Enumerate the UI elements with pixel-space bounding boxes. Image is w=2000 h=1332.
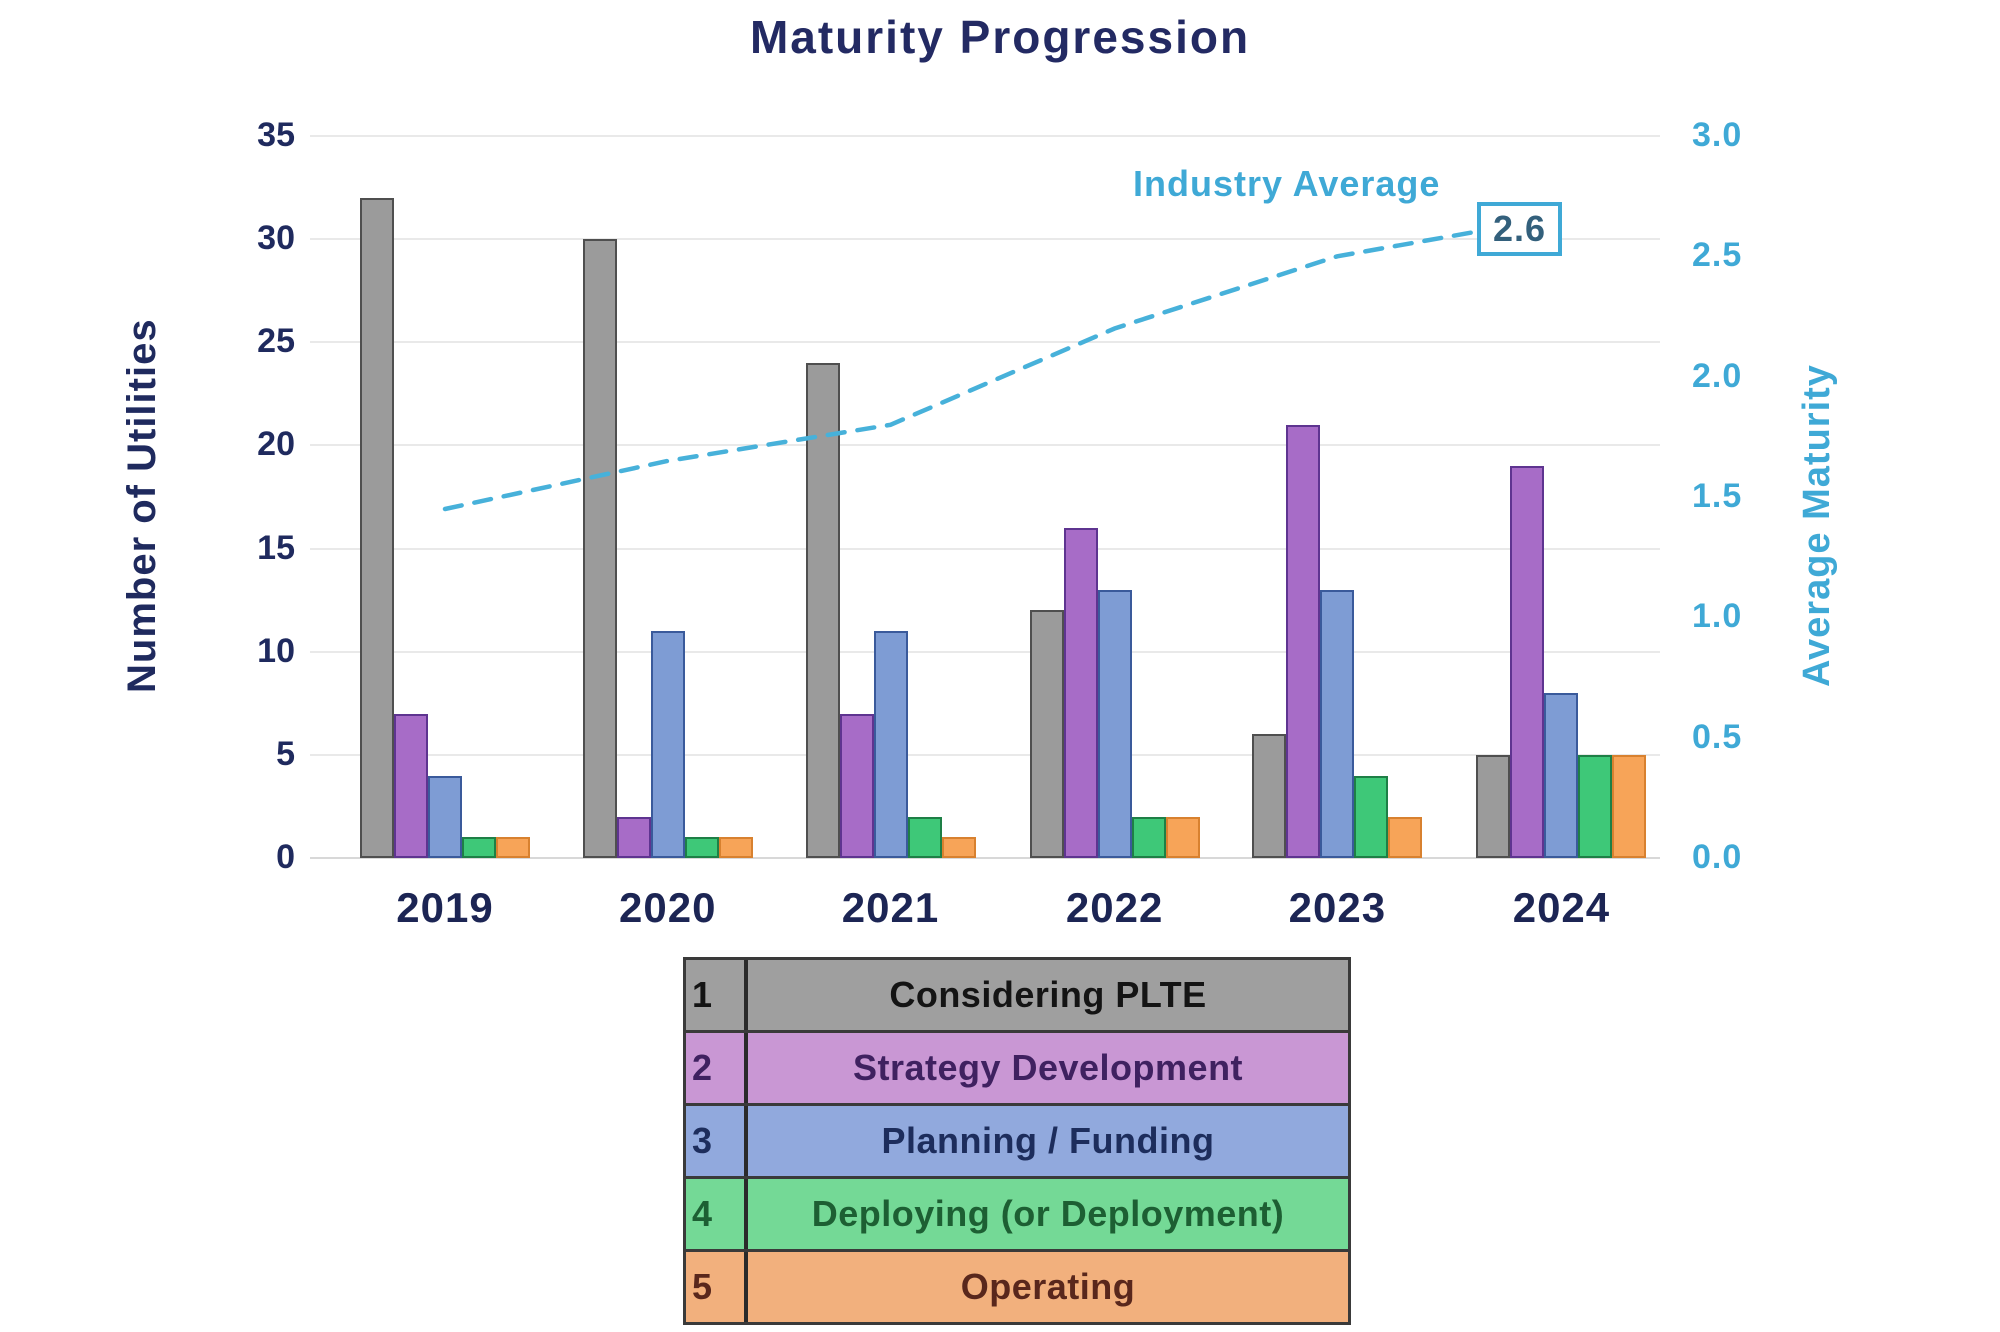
chart-title: Maturity Progression — [749, 11, 1251, 63]
bar-2024-deploying-or-deployment- — [1578, 754, 1613, 858]
left-axis-tick-30: 30 — [257, 219, 295, 258]
gridline-0 — [310, 857, 1660, 859]
bar-2021-considering-plte — [805, 362, 840, 858]
x-axis-tick-2019: 2019 — [396, 884, 494, 931]
bar-2024-considering-plte — [1476, 754, 1511, 858]
x-axis-tick-2022: 2022 — [1065, 884, 1164, 931]
bar-2019-deploying-or-deployment- — [462, 837, 496, 858]
bar-2023-operating — [1388, 816, 1423, 858]
bar-2023-deploying-or-deployment- — [1354, 775, 1389, 858]
left-axis-tick-35: 35 — [257, 116, 295, 154]
bar-2020-planning-funding — [650, 631, 685, 858]
bar-2022-deploying-or-deployment- — [1131, 816, 1166, 858]
bar-2023-strategy-development — [1286, 424, 1321, 858]
bar-2024-planning-funding — [1544, 692, 1579, 858]
right-axis-tick-2.5: 2.5 — [1692, 236, 1743, 275]
legend-row-1-label: Considering PLTE — [889, 974, 1207, 1015]
bar-2019-considering-plte — [360, 197, 394, 858]
bar-group-2019 — [360, 197, 530, 858]
bar-2020-strategy-development — [616, 816, 651, 858]
right-axis-tick-1.5: 1.5 — [1692, 477, 1743, 515]
x-axis-tick-2021: 2021 — [841, 884, 940, 931]
bar-2020-deploying-or-deployment- — [684, 837, 719, 858]
industry-average-label: Industry Average — [1133, 163, 1441, 204]
bar-2022-planning-funding — [1097, 589, 1132, 858]
bar-2021-planning-funding — [873, 631, 908, 858]
legend-row-5-number: 5 — [686, 1252, 748, 1322]
bar-group-2022 — [1029, 527, 1200, 858]
x-axis-tick-2020: 2020 — [619, 884, 717, 931]
left-axis-title: Number of Utilities — [120, 318, 164, 694]
bar-2022-operating — [1165, 816, 1200, 858]
bar-2021-strategy-development — [839, 713, 874, 858]
bar-2021-deploying-or-deployment- — [907, 816, 942, 858]
bar-group-2020 — [582, 239, 753, 858]
legend-table: 1 Considering PLTE 2 Strategy Development 3 P… — [683, 957, 1351, 1325]
legend-row-2-label: Strategy Development — [852, 1047, 1244, 1088]
legend-row-5: 5 Operating — [686, 1252, 1348, 1322]
right-axis-tick-0.5: 0.5 — [1692, 717, 1743, 756]
bar-2021-operating — [941, 837, 976, 858]
right-axis-tick-0.0: 0.0 — [1692, 838, 1743, 876]
left-axis-tick-0: 0 — [276, 838, 295, 876]
bar-2023-planning-funding — [1320, 589, 1355, 858]
gridline-5 — [310, 753, 1660, 756]
left-axis-tick-5: 5 — [276, 734, 295, 773]
left-axis-tick-20: 20 — [257, 425, 295, 464]
bar-2022-strategy-development — [1063, 527, 1098, 858]
bar-group-2024 — [1476, 466, 1647, 858]
bar-2022-considering-plte — [1029, 610, 1064, 858]
left-axis-tick-15: 15 — [257, 528, 295, 567]
left-axis-tick-25: 25 — [257, 322, 295, 361]
legend-row-3-number: 3 — [686, 1106, 748, 1176]
legend-row-3-label: Planning / Funding — [881, 1120, 1215, 1161]
bar-2019-strategy-development — [394, 713, 428, 858]
right-axis-tick-1.0: 1.0 — [1692, 597, 1743, 636]
bar-2019-planning-funding — [428, 775, 462, 858]
bar-2020-operating — [718, 837, 753, 858]
legend-row-2: 2 Strategy Development — [686, 1033, 1348, 1106]
bar-2024-strategy-development — [1510, 466, 1545, 858]
legend-row-2-number: 2 — [686, 1033, 748, 1103]
legend-row-5-label: Operating — [960, 1266, 1136, 1307]
plot-area — [310, 135, 1660, 859]
x-axis-tick-2023: 2023 — [1288, 884, 1387, 931]
legend-row-4-label: Deploying (or Deployment) — [811, 1193, 1285, 1234]
gridline-10 — [310, 650, 1660, 653]
gridline-35 — [310, 135, 1660, 137]
legend-row-3: 3 Planning / Funding — [686, 1106, 1348, 1179]
x-axis-tick-2024: 2024 — [1512, 884, 1611, 931]
bar-group-2021 — [805, 362, 976, 858]
left-axis-tick-10: 10 — [257, 631, 295, 670]
right-axis-tick-3.0: 3.0 — [1692, 116, 1743, 154]
legend-row-1-number: 1 — [686, 960, 748, 1030]
bar-2024-operating — [1612, 754, 1647, 858]
bar-2020-considering-plte — [582, 239, 617, 858]
legend-row-4-number: 4 — [686, 1179, 748, 1249]
bar-group-2023 — [1252, 424, 1423, 858]
right-axis-tick-2.0: 2.0 — [1692, 356, 1743, 395]
industry-average-end-value-box: 2.6 — [1477, 202, 1563, 256]
gridline-15 — [310, 547, 1660, 550]
legend-row-1: 1 Considering PLTE — [686, 960, 1348, 1033]
legend-row-4: 4 Deploying (or Deployment) — [686, 1179, 1348, 1252]
bar-2019-operating — [496, 837, 530, 858]
bar-2023-considering-plte — [1252, 734, 1287, 858]
